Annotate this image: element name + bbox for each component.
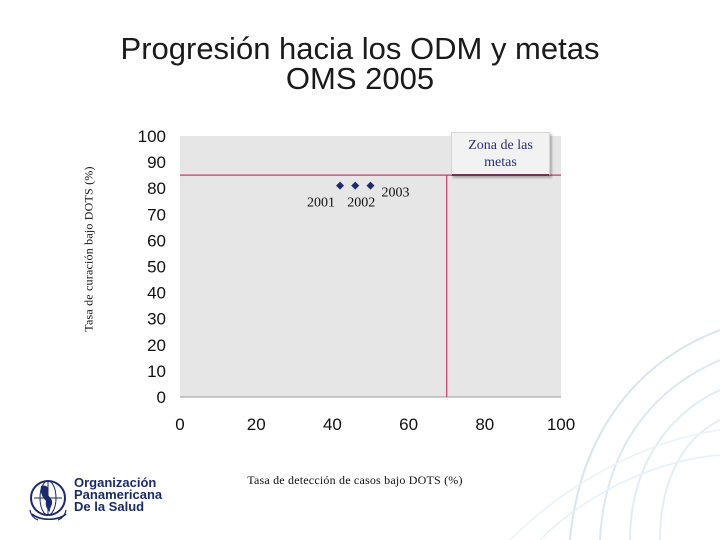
y-tick-label: 100 [138, 127, 166, 146]
goal-zone-annotation: Zona de las metas [451, 132, 550, 176]
y-tick-label: 0 [157, 388, 166, 407]
data-point-label: 2001 [307, 196, 335, 211]
globe-americas-icon [29, 480, 67, 521]
data-point-marker [336, 181, 345, 190]
slide-title: Progresión hacia los ODM y metas OMS 200… [0, 31, 720, 96]
data-point-marker [366, 181, 375, 190]
data-point-label: 2002 [347, 196, 375, 211]
y-tick-label: 20 [147, 336, 166, 355]
logo-line-3: De la Salud [74, 499, 145, 514]
y-tick-label: 10 [147, 362, 166, 381]
title-line-1: Progresión hacia los ODM y metas [120, 31, 600, 66]
y-tick-label: 60 [147, 231, 166, 250]
x-tick-label: 20 [247, 415, 266, 434]
title-line-2: OMS 2005 [285, 61, 435, 96]
y-tick-label: 90 [147, 153, 166, 172]
logo-text: Organización Panamericana De la Salud [74, 475, 163, 514]
paho-logo: Organización Panamericana De la Salud [28, 474, 188, 524]
x-tick-label: 0 [175, 415, 184, 434]
x-tick-label: 60 [399, 415, 418, 434]
logo-line-2: Panamericana [74, 487, 163, 502]
x-tick-label: 80 [475, 415, 494, 434]
y-axis-label: Tasa de curación bajo DOTS (%) [81, 166, 96, 332]
plot-area [180, 136, 561, 397]
x-axis-label: Tasa de detección de casos bajo DOTS (%) [247, 473, 463, 487]
x-tick-label: 100 [547, 415, 575, 434]
y-tick-label: 30 [147, 310, 166, 329]
y-tick-label: 50 [147, 258, 166, 277]
data-point-label: 2003 [382, 186, 410, 201]
y-tick-label: 40 [147, 284, 166, 303]
y-tick-label: 80 [147, 179, 166, 198]
y-tick-label: 70 [147, 205, 166, 224]
x-tick-label: 40 [323, 415, 342, 434]
logo-line-1: Organización [74, 475, 157, 490]
data-point-marker [351, 181, 360, 190]
y-axis-label-wrapper: Tasa de curación bajo DOTS (%) [74, 132, 104, 366]
